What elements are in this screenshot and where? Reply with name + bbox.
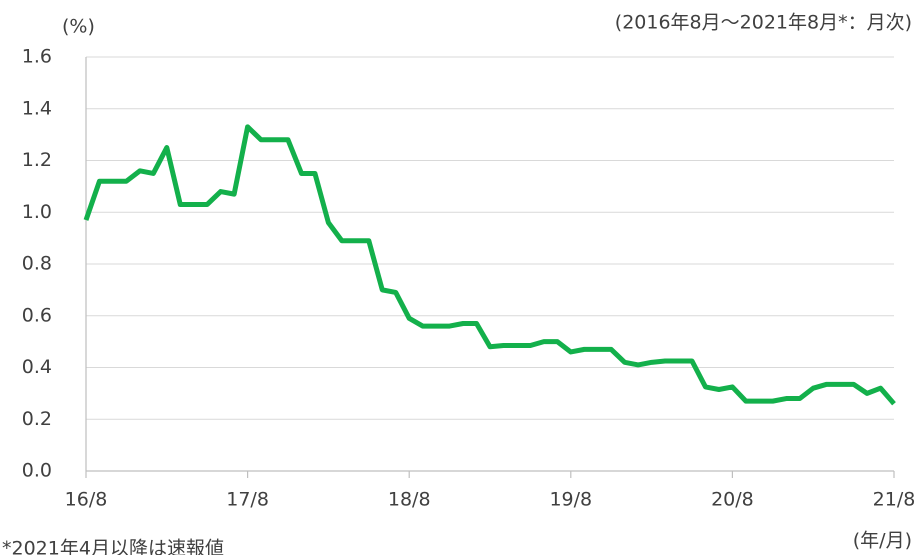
x-tick-label: 17/8: [226, 489, 269, 511]
y-tick-label: 1.2: [22, 149, 52, 171]
subtitle: (2016年8月～2021年8月*：月次): [615, 12, 912, 34]
y-unit: (%): [62, 16, 95, 38]
x-axis-label: (年/月): [853, 530, 912, 552]
y-tick-label: 0.0: [22, 460, 52, 482]
x-tick-label: 21/8: [873, 489, 916, 511]
y-tick-label: 1.0: [22, 201, 52, 223]
x-tick-label: 16/8: [65, 489, 108, 511]
note: *2021年4月以降は速報値: [2, 538, 224, 555]
y-tick-label: 1.4: [22, 97, 52, 119]
x-tick-label: 18/8: [388, 489, 431, 511]
y-tick-label: 0.4: [22, 356, 52, 378]
y-tick-label: 1.6: [22, 46, 52, 68]
y-tick-label: 0.2: [22, 408, 52, 430]
y-tick-label: 0.6: [22, 304, 52, 326]
x-tick-label: 19/8: [549, 489, 592, 511]
x-tick-label: 20/8: [711, 489, 754, 511]
y-tick-label: 0.8: [22, 253, 52, 275]
line: [83, 124, 896, 406]
